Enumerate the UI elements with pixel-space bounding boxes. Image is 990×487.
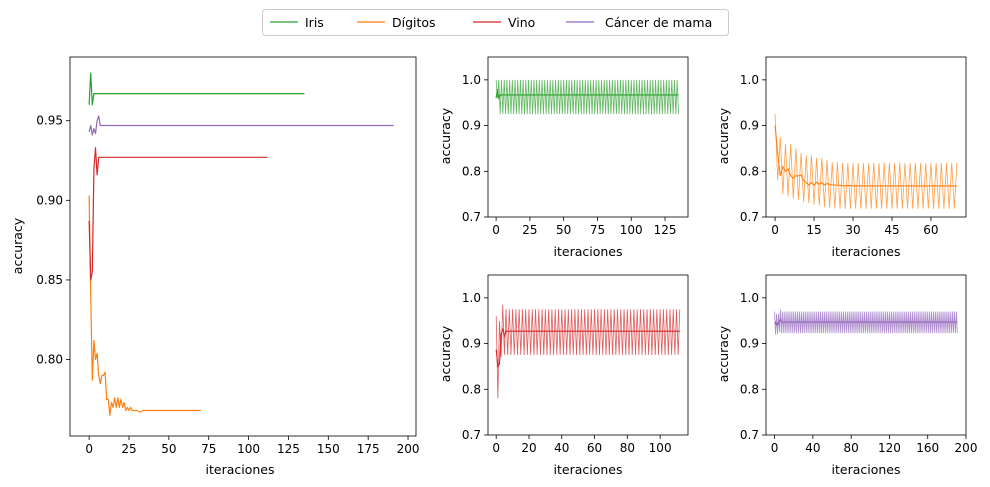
iris-ytick-label: 0.8 [462, 164, 481, 178]
vino-ytick-label: 0.9 [462, 337, 481, 351]
cancer-ytick-label: 1.0 [740, 291, 759, 305]
legend-label-digitos: Dígitos [392, 15, 436, 30]
main-ytick-label: 0.80 [36, 353, 63, 367]
legend: Iris Dígitos Vino Cáncer de mama [262, 9, 729, 36]
main-xtick-label: 25 [121, 442, 136, 456]
cancer-frame [765, 274, 967, 436]
cancer-ytick-label: 0.9 [740, 337, 759, 351]
vino-xtick-label: 20 [521, 441, 536, 455]
main-series-line [88, 147, 268, 281]
iris-xlabel: iteraciones [554, 244, 623, 259]
vino-plot [495, 304, 681, 399]
panel-cancer: iteraciones accuracy 0 40 80 120 160 200 0.7 0.… [716, 274, 978, 477]
cancer-xtick-label: 120 [878, 441, 901, 455]
iris-ytick-label: 0.7 [462, 210, 481, 224]
iris-ytick-label: 0.9 [462, 119, 481, 133]
main-xtick-label: 100 [237, 442, 260, 456]
digitos-mean-line [774, 125, 957, 187]
iris-ylabel: accuracy [438, 107, 453, 164]
iris-frame [487, 56, 689, 218]
cancer-mean-line [774, 318, 958, 327]
cancer-xtick-label: 80 [844, 441, 859, 455]
vino-xtick-label: 0 [492, 441, 500, 455]
digitos-frame [765, 56, 967, 218]
vino-xtick-label: 100 [649, 441, 672, 455]
digitos-plot [774, 114, 958, 209]
digitos-xtick-label: 45 [884, 223, 899, 237]
legend-label-cancer: Cáncer de mama [605, 15, 712, 30]
main-ytick-label: 0.95 [36, 114, 63, 128]
vino-ytick-label: 0.7 [462, 428, 481, 442]
digitos-ytick-label: 0.8 [740, 164, 759, 178]
iris-band-lines [495, 79, 679, 115]
main-xtick-label: 125 [277, 442, 300, 456]
main-xlabel: iteraciones [206, 462, 275, 477]
iris-ytick-label: 1.0 [462, 73, 481, 87]
iris-xtick-label: 0 [492, 223, 500, 237]
main-series-line [88, 72, 305, 106]
legend-label-iris: Iris [305, 15, 324, 30]
cancer-xtick-label: 0 [771, 441, 779, 455]
main-xtick-label: 200 [397, 442, 420, 456]
main-xtick-label: 75 [201, 442, 216, 456]
cancer-xtick-label: 40 [805, 441, 820, 455]
cancer-ylabel: accuracy [716, 325, 731, 382]
iris-plot [495, 79, 679, 115]
iris-xtick-label: 125 [654, 223, 677, 237]
digitos-ytick-label: 0.7 [740, 210, 759, 224]
cancer-xtick-label: 200 [955, 441, 978, 455]
main-ytick-label: 0.90 [36, 193, 63, 207]
vino-xtick-label: 40 [554, 441, 569, 455]
main-xtick-label: 50 [161, 442, 176, 456]
iris-xtick-label: 25 [522, 223, 537, 237]
vino-mean-line [495, 328, 680, 368]
main-series-line [88, 115, 394, 136]
legend-label-vino: Vino [508, 15, 535, 30]
vino-ylabel: accuracy [438, 325, 453, 382]
digitos-band-lines [774, 114, 958, 209]
panel-vino: iteraciones accuracy 0 20 40 60 80 100 0.7 0.8 0… [438, 274, 689, 477]
digitos-ylabel: accuracy [716, 107, 731, 164]
digitos-xlabel: iteraciones [832, 244, 901, 259]
main-series-line [88, 195, 201, 416]
vino-xtick-label: 60 [587, 441, 602, 455]
main-xtick-label: 175 [357, 442, 380, 456]
iris-mean-line [495, 88, 679, 101]
digitos-xtick-label: 15 [806, 223, 821, 237]
digitos-ytick-label: 0.9 [740, 119, 759, 133]
vino-frame [487, 274, 689, 436]
cancer-xtick-label: 160 [916, 441, 939, 455]
vino-xlabel: iteraciones [554, 462, 623, 477]
cancer-ytick-label: 0.7 [740, 428, 759, 442]
main-xtick-label: 150 [317, 442, 340, 456]
iris-xtick-label: 50 [556, 223, 571, 237]
main-ylabel: accuracy [10, 217, 25, 274]
cancer-plot [774, 309, 958, 335]
vino-ytick-label: 1.0 [462, 291, 481, 305]
digitos-xtick-label: 30 [845, 223, 860, 237]
cancer-ytick-label: 0.8 [740, 382, 759, 396]
main-xtick-label: 0 [85, 442, 93, 456]
digitos-ytick-label: 1.0 [740, 73, 759, 87]
main-frame [69, 56, 417, 437]
panel-iris: iteraciones accuracy 0 25 50 75 100 125 0.7 0.8… [438, 56, 689, 259]
iris-xtick-label: 75 [590, 223, 605, 237]
main-ytick-label: 0.85 [36, 273, 63, 287]
digitos-xtick-label: 0 [771, 223, 779, 237]
vino-ytick-label: 0.8 [462, 382, 481, 396]
vino-xtick-label: 80 [620, 441, 635, 455]
vino-band-lines [495, 304, 681, 399]
panel-digitos: iteraciones accuracy 0 15 30 45 60 0.7 0.8 0.9 1… [716, 56, 967, 259]
iris-xtick-label: 100 [620, 223, 643, 237]
panel-main: iteraciones accuracy 0 25 50 75 100 125 150 175… [10, 56, 420, 477]
cancer-xlabel: iteraciones [832, 462, 901, 477]
digitos-xtick-label: 60 [923, 223, 938, 237]
